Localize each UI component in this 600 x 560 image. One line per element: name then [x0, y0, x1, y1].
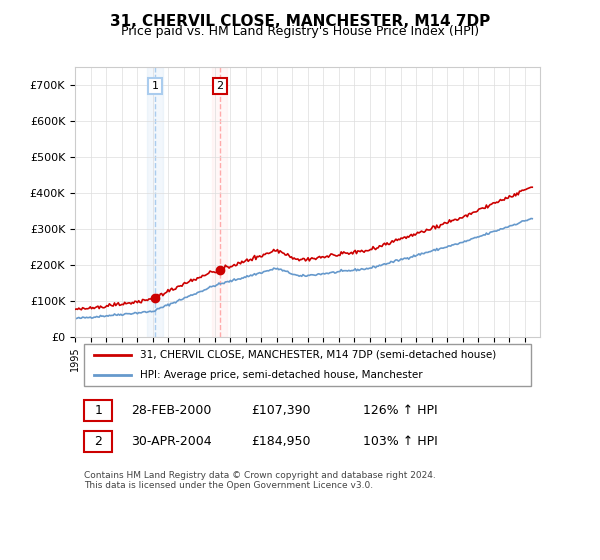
Text: 1: 1: [94, 404, 102, 417]
Bar: [212, 67, 227, 337]
Text: HPI: Average price, semi-detached house, Manchester: HPI: Average price, semi-detached house,…: [140, 370, 423, 380]
Text: 31, CHERVIL CLOSE, MANCHESTER, M14 7DP (semi-detached house): 31, CHERVIL CLOSE, MANCHESTER, M14 7DP (…: [140, 349, 496, 360]
Text: 103% ↑ HPI: 103% ↑ HPI: [364, 435, 438, 448]
Text: Contains HM Land Registry data © Crown copyright and database right 2024.
This d: Contains HM Land Registry data © Crown c…: [84, 471, 436, 490]
Bar: [147, 67, 163, 337]
Text: Price paid vs. HM Land Registry's House Price Index (HPI): Price paid vs. HM Land Registry's House …: [121, 25, 479, 38]
FancyBboxPatch shape: [84, 344, 531, 386]
Text: 1: 1: [152, 81, 158, 91]
Text: 30-APR-2004: 30-APR-2004: [131, 435, 211, 448]
FancyBboxPatch shape: [84, 431, 112, 452]
Text: 28-FEB-2000: 28-FEB-2000: [131, 404, 211, 417]
Text: 126% ↑ HPI: 126% ↑ HPI: [364, 404, 438, 417]
FancyBboxPatch shape: [84, 400, 112, 421]
Text: £184,950: £184,950: [252, 435, 311, 448]
Text: £107,390: £107,390: [252, 404, 311, 417]
Text: 31, CHERVIL CLOSE, MANCHESTER, M14 7DP: 31, CHERVIL CLOSE, MANCHESTER, M14 7DP: [110, 14, 490, 29]
Text: 2: 2: [216, 81, 223, 91]
Text: 2: 2: [94, 435, 102, 448]
